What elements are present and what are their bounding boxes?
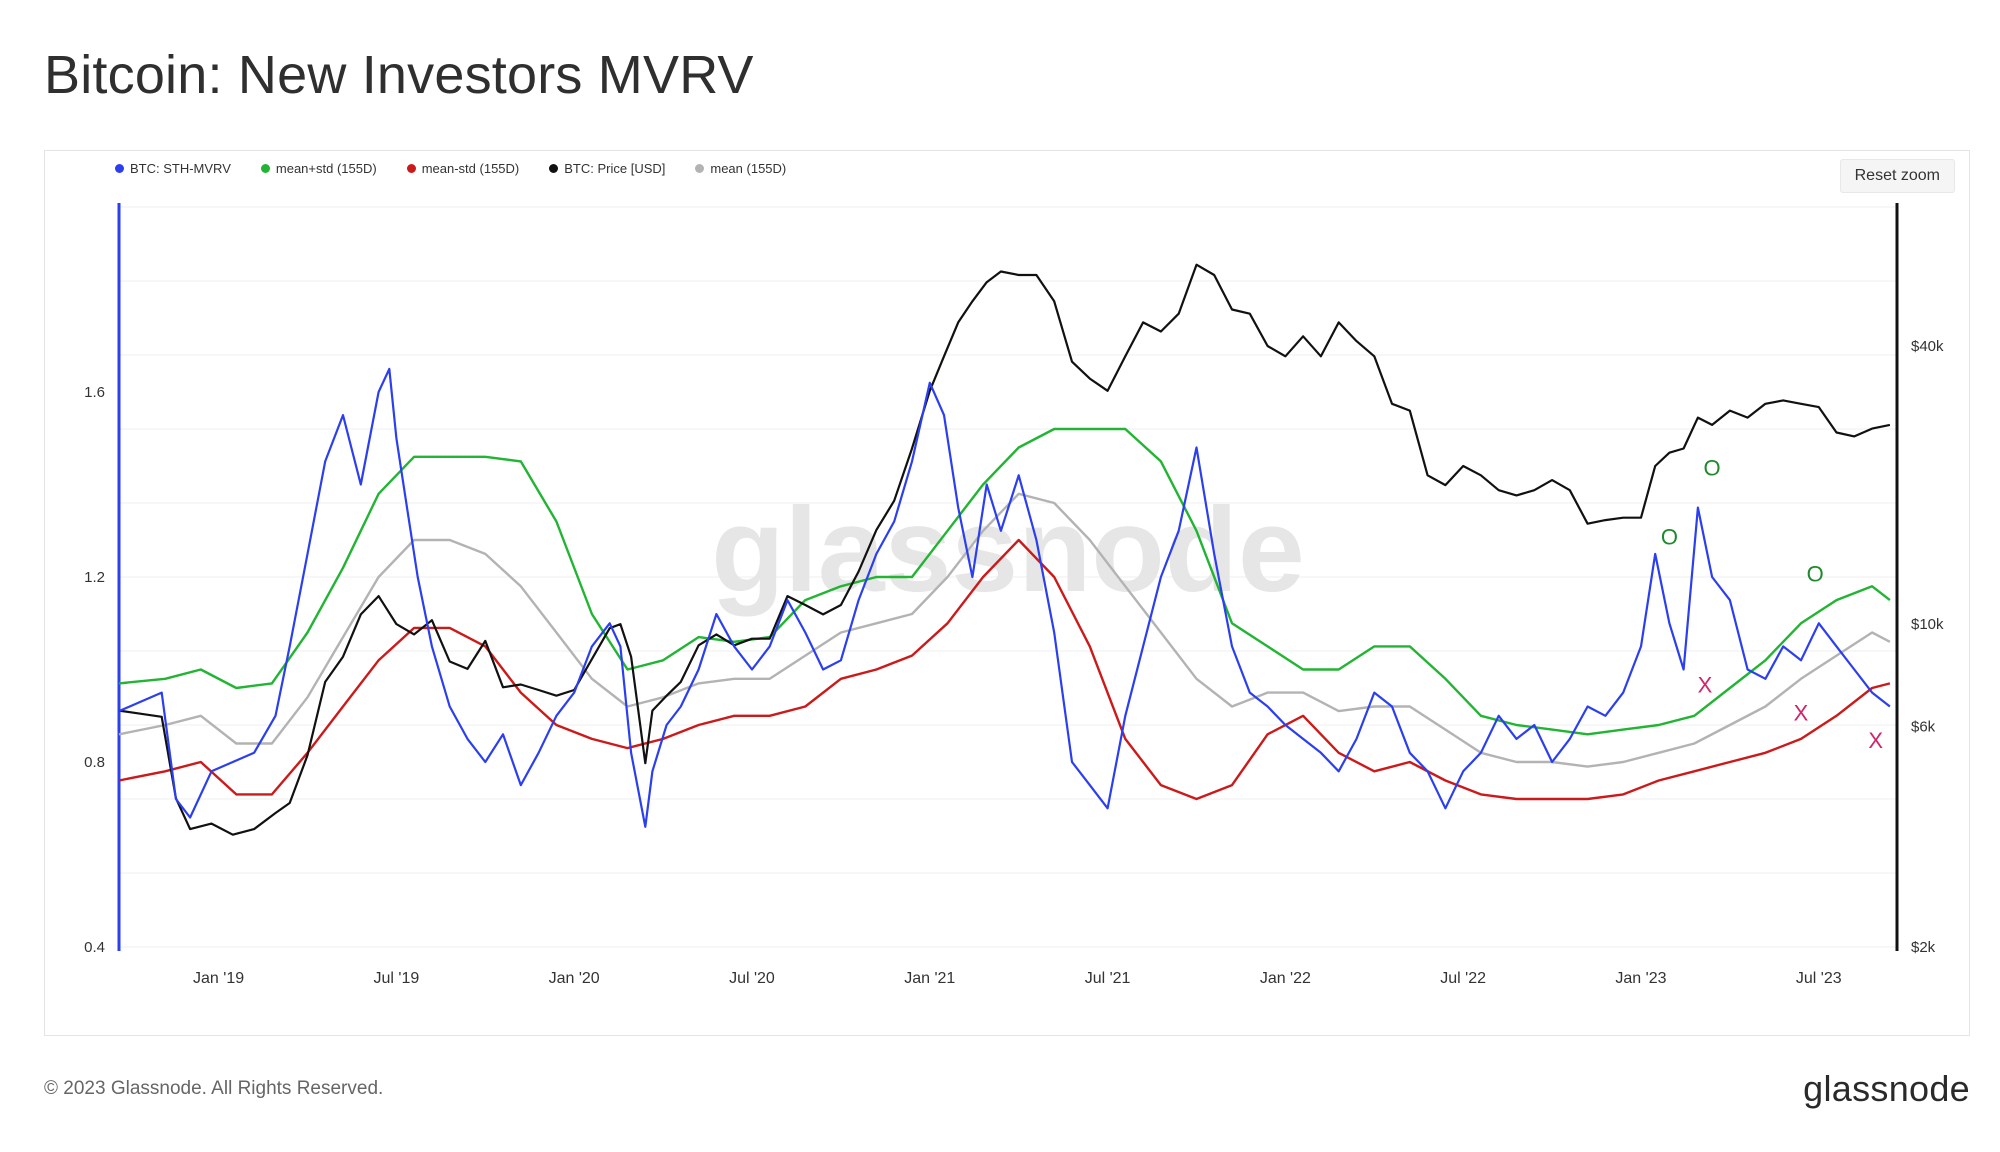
legend-label: mean (155D): [710, 161, 787, 176]
series-line-btc-sth-mvrv: [118, 367, 1891, 828]
x-tick-label: Jan '21: [904, 970, 955, 987]
legend-dot-icon: [115, 164, 124, 173]
footer-logo[interactable]: glassnode: [1803, 1068, 1970, 1109]
legend-label: mean-std (155D): [421, 161, 520, 176]
chart-legend: BTC: STH-MVRV mean+std (155D) mean-std (15…: [115, 161, 786, 176]
x-tick-label: Jan '22: [1260, 970, 1311, 987]
legend-item[interactable]: mean-std (155D): [406, 161, 520, 176]
x-tick-label: Jul '21: [1085, 970, 1131, 987]
y-right-tick-label: $10k: [1911, 616, 1944, 633]
y-right-tick-label: $6k: [1911, 719, 1936, 736]
y-right-tick-label: $2k: [1911, 939, 1936, 956]
legend-dot-icon: [406, 164, 416, 173]
y-left-tick-label: 0.8: [84, 754, 105, 771]
series-line-mean-std-155d-: [118, 538, 1891, 801]
y-left-tick-label: 0.4: [84, 939, 105, 956]
page-title: Bitcoin: New Investors MVRV: [44, 45, 754, 105]
x-tick-label: Jul '20: [729, 970, 775, 987]
x-tick-label: Jan '23: [1615, 970, 1666, 987]
legend-item[interactable]: BTC: Price [USD]: [549, 161, 665, 176]
legend-item[interactable]: BTC: STH-MVRV: [115, 161, 231, 176]
series-line-btc-price-usd-: [118, 263, 1891, 836]
legend-dot-icon: [695, 164, 705, 173]
annotation-marker: O: [1704, 455, 1721, 480]
annotation-marker: X: [1794, 700, 1809, 725]
x-tick-label: Jul '22: [1440, 970, 1486, 987]
series-line-mean-std-155d-: [118, 427, 1891, 736]
x-tick-label: Jul '19: [373, 970, 419, 987]
legend-label: BTC: STH-MVRV: [130, 161, 231, 176]
chart-container[interactable]: BTC: STH-MVRV mean+std (155D) mean-std (15…: [44, 150, 1970, 1036]
y-left-tick-label: 1.6: [84, 384, 105, 401]
legend-label: BTC: Price [USD]: [564, 161, 666, 176]
annotation-marker: O: [1661, 525, 1678, 550]
legend-dot-icon: [549, 164, 559, 173]
footer-copyright: © 2023 Glassnode. All Rights Reserved.: [44, 1078, 384, 1099]
annotation-marker: O: [1807, 562, 1824, 587]
legend-item[interactable]: mean (155D): [695, 161, 786, 176]
legend-item[interactable]: mean+std (155D): [260, 161, 377, 176]
y-left-tick-label: 1.2: [84, 569, 105, 586]
x-tick-label: Jan '19: [193, 970, 244, 987]
y-right-tick-label: $40k: [1911, 338, 1944, 355]
legend-label: mean+std (155D): [275, 161, 377, 176]
annotation-marker: X: [1868, 728, 1883, 753]
reset-zoom-button[interactable]: Reset zoom: [1839, 159, 1955, 193]
x-tick-label: Jan '20: [549, 970, 600, 987]
legend-dot-icon: [260, 164, 270, 173]
series-line-mean-155d-: [118, 492, 1891, 768]
x-tick-label: Jul '23: [1796, 970, 1842, 987]
annotation-marker: X: [1698, 673, 1713, 698]
